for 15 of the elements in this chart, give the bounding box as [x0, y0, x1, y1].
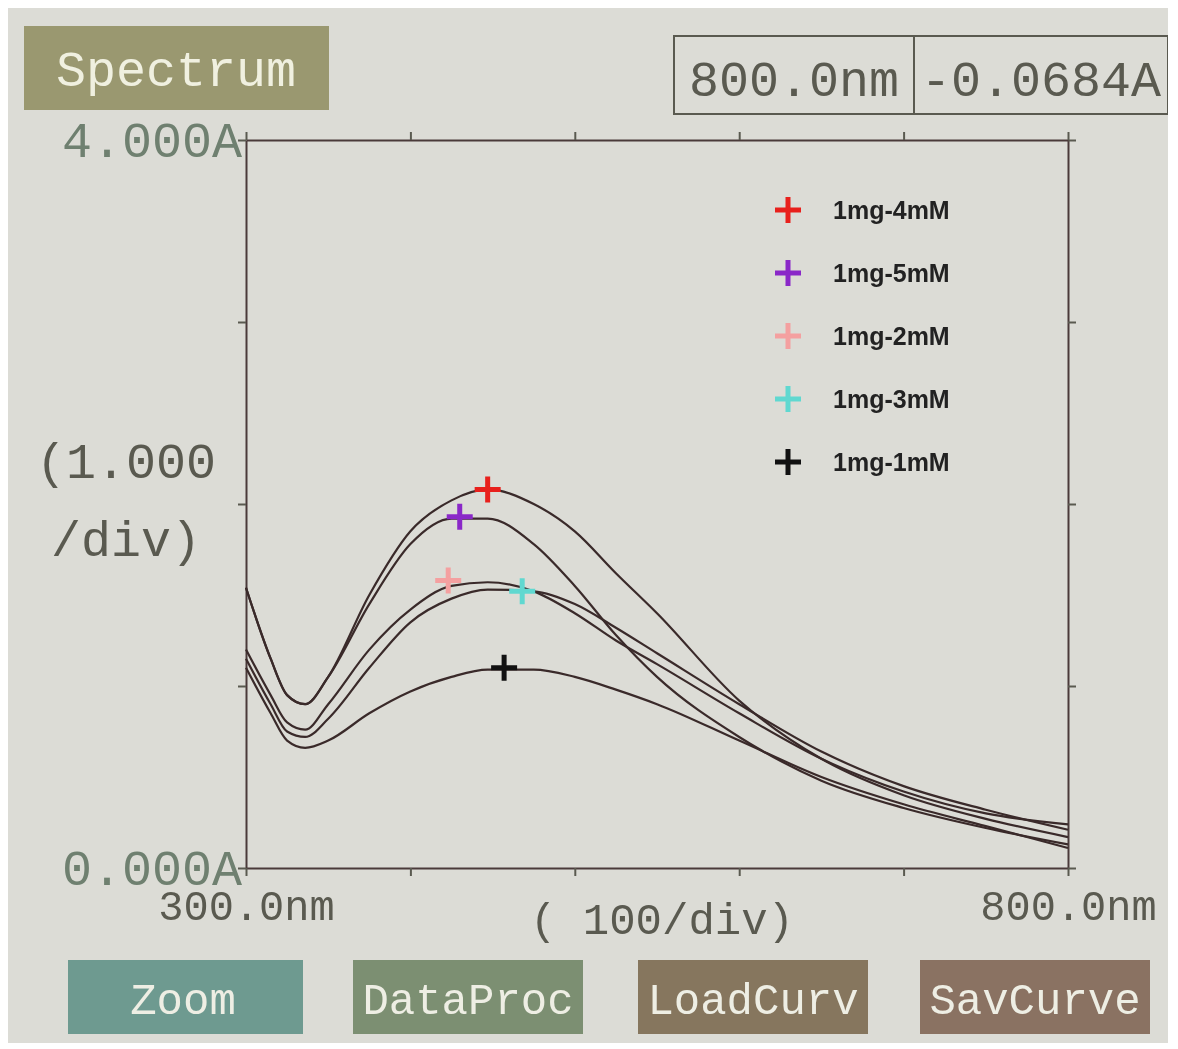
y-axis-title: (1.000 /div): [35, 436, 217, 571]
text: SavCurve: [929, 977, 1141, 1027]
x-axis-title: ( 100/div): [529, 897, 795, 947]
text: LoadCurv: [647, 977, 859, 1027]
text: Zoom: [130, 977, 236, 1027]
legend-label: 1mg-2mM: [833, 321, 950, 350]
text: -0.0684A: [920, 54, 1162, 111]
legend-label: 1mg-1mM: [833, 447, 950, 476]
y-tick-label: 4.000A: [61, 114, 242, 172]
legend-label: 1mg-5mM: [833, 258, 950, 287]
chart-title: Spectrum: [55, 44, 297, 101]
legend-label: 1mg-4mM: [833, 195, 950, 224]
text: DataProc: [362, 977, 574, 1027]
text: 800.0nm: [688, 54, 900, 111]
legend-label: 1mg-3mM: [833, 384, 950, 413]
